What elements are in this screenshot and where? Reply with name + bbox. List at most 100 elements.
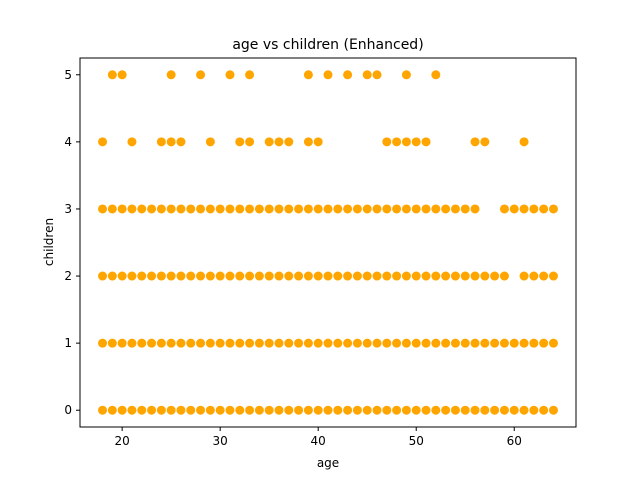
scatter-point xyxy=(245,338,255,348)
scatter-point xyxy=(205,338,215,348)
scatter-point xyxy=(274,271,284,281)
scatter-point xyxy=(284,271,294,281)
x-tick-label: 60 xyxy=(507,434,522,448)
y-tick-label: 5 xyxy=(64,68,72,82)
scatter-point xyxy=(392,338,402,348)
scatter-point xyxy=(137,405,147,415)
scatter-point xyxy=(176,405,186,415)
scatter-point xyxy=(225,70,235,80)
scatter-point xyxy=(382,338,392,348)
scatter-point xyxy=(176,137,186,147)
scatter-point xyxy=(362,204,372,214)
scatter-point xyxy=(137,204,147,214)
scatter-point xyxy=(441,271,451,281)
scatter-point xyxy=(127,405,137,415)
scatter-point xyxy=(186,204,196,214)
scatter-point xyxy=(225,405,235,415)
scatter-point xyxy=(539,338,549,348)
scatter-point xyxy=(127,204,137,214)
scatter-point xyxy=(411,137,421,147)
scatter-point xyxy=(274,204,284,214)
scatter-point xyxy=(284,405,294,415)
scatter-point xyxy=(372,405,382,415)
scatter-point xyxy=(382,271,392,281)
scatter-point xyxy=(372,271,382,281)
y-axis-title: children xyxy=(42,218,56,266)
scatter-point xyxy=(156,271,166,281)
scatter-point xyxy=(254,204,264,214)
scatter-point xyxy=(548,271,558,281)
scatter-point xyxy=(225,338,235,348)
scatter-point xyxy=(519,338,529,348)
scatter-point xyxy=(382,137,392,147)
scatter-point xyxy=(98,405,108,415)
scatter-point xyxy=(166,204,176,214)
scatter-point xyxy=(98,271,108,281)
scatter-point xyxy=(333,271,343,281)
scatter-point xyxy=(392,405,402,415)
scatter-point xyxy=(411,405,421,415)
y-axis-ticks: 0 1 2 3 4 5 xyxy=(64,68,80,417)
scatter-point xyxy=(362,338,372,348)
scatter-point xyxy=(274,137,284,147)
scatter-point xyxy=(372,338,382,348)
scatter-point xyxy=(548,204,558,214)
scatter-point xyxy=(117,204,127,214)
scatter-point xyxy=(470,271,480,281)
scatter-point xyxy=(392,271,402,281)
scatter-point xyxy=(274,405,284,415)
scatter-point xyxy=(509,405,519,415)
scatter-point xyxy=(166,405,176,415)
scatter-point xyxy=(372,70,382,80)
scatter-point xyxy=(333,405,343,415)
scatter-point xyxy=(215,338,225,348)
scatter-point xyxy=(362,70,372,80)
scatter-point xyxy=(294,338,304,348)
scatter-point xyxy=(480,338,490,348)
scatter-point xyxy=(156,405,166,415)
scatter-point xyxy=(450,405,460,415)
scatter-point xyxy=(264,137,274,147)
scatter-point xyxy=(225,271,235,281)
scatter-point xyxy=(294,405,304,415)
scatter-point xyxy=(343,405,353,415)
scatter-point xyxy=(519,271,529,281)
scatter-point xyxy=(205,204,215,214)
scatter-point xyxy=(196,405,206,415)
scatter-point xyxy=(254,405,264,415)
y-tick-label: 2 xyxy=(64,269,72,283)
scatter-point xyxy=(235,204,245,214)
scatter-point xyxy=(196,338,206,348)
scatter-point xyxy=(117,271,127,281)
scatter-point xyxy=(196,70,206,80)
scatter-point xyxy=(107,204,117,214)
scatter-point xyxy=(401,204,411,214)
scatter-point xyxy=(186,338,196,348)
scatter-point xyxy=(107,338,117,348)
scatter-point xyxy=(441,204,451,214)
scatter-point xyxy=(166,271,176,281)
x-tick-label: 50 xyxy=(409,434,424,448)
scatter-point xyxy=(127,137,137,147)
x-tick-label: 20 xyxy=(115,434,130,448)
scatter-point xyxy=(294,271,304,281)
scatter-point xyxy=(323,405,333,415)
scatter-point xyxy=(127,271,137,281)
scatter-point xyxy=(539,271,549,281)
scatter-point xyxy=(156,204,166,214)
scatter-point xyxy=(362,271,372,281)
scatter-point xyxy=(411,338,421,348)
x-axis-ticks: 20 30 40 50 60 xyxy=(115,427,522,448)
scatter-point xyxy=(499,405,509,415)
scatter-point xyxy=(107,271,117,281)
scatter-point xyxy=(107,70,117,80)
scatter-point xyxy=(98,204,108,214)
scatter-point xyxy=(499,204,509,214)
scatter-point xyxy=(303,70,313,80)
scatter-point xyxy=(235,271,245,281)
scatter-point xyxy=(343,70,353,80)
scatter-point xyxy=(431,70,441,80)
scatter-point xyxy=(147,338,157,348)
axes-frame xyxy=(79,57,577,428)
